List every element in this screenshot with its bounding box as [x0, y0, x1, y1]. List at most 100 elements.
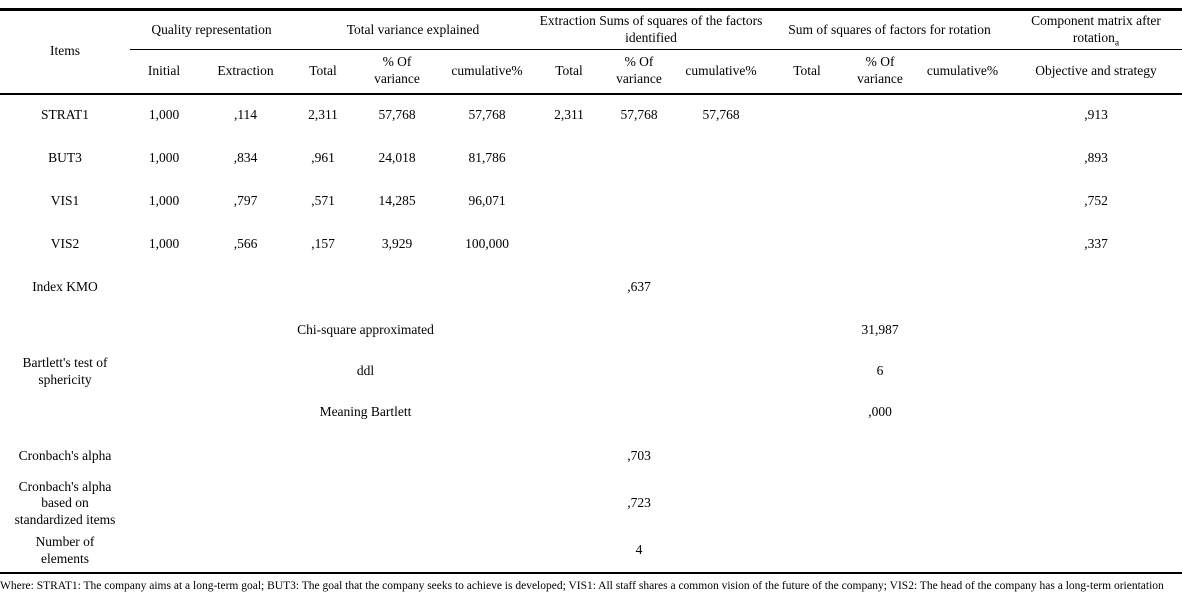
column-header-ess-cumulative: cumulative% [673, 49, 770, 95]
table-cell [915, 137, 1010, 180]
row-label: VIS1 [50, 192, 80, 208]
group-header-extraction-sums-of-squares: Extraction Sums of squares of the factor… [533, 9, 770, 50]
table-cell: 14,285 [378, 192, 416, 208]
table-cell: 81,786 [468, 149, 506, 165]
group-header-component-matrix-text: Component matrix after rotation [1031, 13, 1161, 45]
column-header-objective-and-strategy: Objective and strategy [1010, 49, 1182, 95]
group-header-component-matrix: Component matrix after rotationa [1010, 9, 1182, 50]
sub-row-label-ddl: ddl [356, 363, 375, 379]
group-header-total-variance-explained: Total variance explained [293, 9, 533, 50]
table-cell: 2,311 [308, 107, 338, 123]
factor-analysis-table: Items Quality representation Total varia… [0, 8, 1182, 575]
row-label-text: Cronbach's alpha based on standardized i… [14, 478, 116, 528]
table-row-vis1: VIS1 1,000 ,797 ,571 14,285 96,071 ,752 [0, 180, 1182, 223]
table-cell-empty [533, 392, 845, 434]
table-cell: ,834 [233, 149, 258, 165]
table-cell-cronbach-value: ,703 [627, 447, 651, 463]
table-cell: ,157 [311, 235, 335, 251]
table-cell [769, 137, 845, 180]
table-cell-ddl-value: 6 [876, 363, 884, 379]
table-row-ddl: ddl 6 [0, 352, 1182, 392]
table-cell: 1,000 [148, 107, 180, 123]
sub-header-row: Initial Extraction Total % Of variance c… [0, 49, 1182, 95]
table-row-cronbach-alpha: Cronbach's alpha ,703 [0, 434, 1182, 479]
column-header-rot-total: Total [769, 49, 846, 95]
table-cell-empty [130, 392, 198, 434]
table-cell [915, 223, 1010, 266]
table-cell [769, 180, 845, 223]
table-header: Items Quality representation Total varia… [0, 9, 1182, 95]
column-header-rot-cumulative: cumulative% [915, 49, 1011, 95]
table-row-number-of-elements: Number of elements 4 [0, 529, 1182, 575]
table-cell: 1,000 [148, 235, 180, 251]
sub-row-label-meaning-bartlett: Meaning Bartlett [319, 404, 412, 420]
table-row-meaning-bartlett: Meaning Bartlett ,000 [0, 392, 1182, 434]
column-header-items: Items [0, 9, 130, 95]
table-cell: 100,000 [465, 235, 509, 251]
table-cell-cronbach-std-value: ,723 [627, 495, 651, 511]
group-header-row: Items Quality representation Total varia… [0, 9, 1182, 95]
column-header-ess-total: Total [533, 49, 605, 95]
group-header-rotation-sums-of-squares: Sum of squares of factors for rotation [769, 9, 1011, 50]
table-cell [605, 223, 673, 266]
row-label: VIS2 [50, 235, 80, 251]
table-cell: 1,000 [148, 192, 180, 208]
subscript-a: a [1114, 38, 1120, 49]
table-cell-empty [673, 479, 1182, 530]
table-cell-empty [673, 529, 1182, 575]
table-cell: 57,768 [468, 107, 506, 123]
column-header-text: % Of variance [857, 54, 903, 87]
column-header-text: % Of variance [616, 54, 662, 87]
table-cell: 1,000 [148, 149, 180, 165]
table-cell-empty [130, 310, 198, 352]
table-cell-empty [130, 479, 605, 530]
column-header-rot-pct-variance: % Of variance [845, 49, 916, 95]
column-header-initial: Initial [130, 49, 198, 95]
table-cell: ,571 [311, 192, 335, 208]
table-cell [845, 137, 915, 180]
table-cell: 2,311 [554, 107, 584, 123]
row-label: Cronbach's alpha [18, 447, 112, 463]
table-body: STRAT1 1,000 ,114 2,311 57,768 57,768 2,… [0, 94, 1182, 575]
table-cell-empty [673, 434, 1182, 479]
row-label: BUT3 [48, 149, 82, 165]
table-cell [605, 137, 673, 180]
table-cell [915, 180, 1010, 223]
table-cell: ,797 [233, 192, 258, 208]
table-cell-empty [130, 266, 605, 310]
row-label: STRAT1 [40, 107, 89, 123]
table-cell [845, 223, 915, 266]
table-cell-chi-square-value: 31,987 [861, 322, 899, 338]
table-cell: 96,071 [468, 192, 506, 208]
table-cell [673, 223, 769, 266]
column-header-tve-total: Total [293, 49, 353, 95]
column-header-extraction: Extraction [198, 49, 293, 95]
row-label: Number of elements [0, 529, 130, 575]
table-cell-empty [533, 352, 845, 392]
column-header-text: % Of variance [374, 54, 420, 87]
document-page: { "colors": { "text": "#000000", "backgr… [0, 8, 1182, 615]
table-cell: ,337 [1084, 235, 1108, 251]
table-cell: 57,768 [702, 107, 740, 123]
table-cell: ,752 [1084, 192, 1108, 208]
table-cell: 57,768 [620, 107, 658, 123]
row-label: Index KMO [32, 279, 98, 295]
table-row-but3: BUT3 1,000 ,834 ,961 24,018 81,786 ,893 [0, 137, 1182, 180]
table-cell: 57,768 [378, 107, 416, 123]
table-cell-meaning-bartlett-value: ,000 [868, 404, 892, 420]
table-cell [845, 94, 915, 137]
table-cell [605, 180, 673, 223]
table-cell-empty [915, 310, 1182, 352]
column-header-ess-pct-variance: % Of variance [605, 49, 673, 95]
table-cell-empty [533, 310, 845, 352]
group-header-quality-representation: Quality representation [130, 9, 293, 50]
table-cell [533, 223, 605, 266]
table-cell-empty [130, 352, 198, 392]
table-cell [533, 180, 605, 223]
column-header-tve-cumulative: cumulative% [441, 49, 533, 95]
table-cell-kmo-value: ,637 [627, 279, 651, 295]
table-footnote: Where: STRAT1: The company aims at a lon… [0, 580, 1164, 593]
table-cell [915, 94, 1010, 137]
column-header-tve-pct-variance: % Of variance [353, 49, 441, 95]
table-cell-empty [673, 266, 1182, 310]
